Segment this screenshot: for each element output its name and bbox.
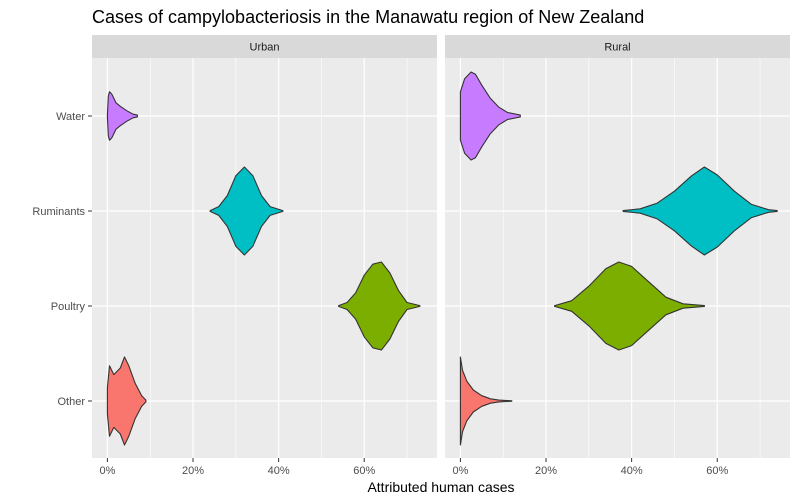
strip-rural-background xyxy=(445,35,790,58)
x-tick-label: 40% xyxy=(268,465,290,477)
violin-urban-poultry xyxy=(338,261,421,351)
panel-urban-violins xyxy=(106,91,421,446)
panel-rural-violins xyxy=(459,71,778,446)
x-axis: 0% 20% 40% 60% 0% 20% 40% 60% xyxy=(99,458,728,477)
y-tick-label: Water xyxy=(56,111,85,123)
panel-rural-background xyxy=(445,58,790,458)
violin-rural-other xyxy=(459,356,513,446)
violin-urban-water xyxy=(106,91,138,141)
x-tick-label: 20% xyxy=(535,465,557,477)
violin-urban-other xyxy=(106,356,147,446)
chart-title: Cases of campylobacteriosis in the Manaw… xyxy=(92,7,644,27)
violin-rural-ruminants xyxy=(622,166,778,256)
y-tick-label: Other xyxy=(57,396,85,408)
y-axis: Water Ruminants Poultry Other xyxy=(32,111,92,408)
x-tick-label: 0% xyxy=(99,465,115,477)
x-tick-label: 40% xyxy=(621,465,643,477)
panel-urban: Urban xyxy=(92,35,437,458)
strip-urban-background xyxy=(92,35,437,58)
panel-urban-grid xyxy=(92,58,437,458)
x-tick-label: 0% xyxy=(452,465,468,477)
panel-rural: Rural xyxy=(445,35,790,458)
x-axis-title: Attributed human cases xyxy=(367,479,514,495)
strip-label-urban: Urban xyxy=(250,42,280,54)
x-tick-label: 20% xyxy=(182,465,204,477)
strip-label-rural: Rural xyxy=(604,42,630,54)
x-tick-label: 60% xyxy=(353,465,375,477)
y-tick-label: Ruminants xyxy=(32,206,85,218)
panel-urban-background xyxy=(92,58,437,458)
y-tick-label: Poultry xyxy=(51,301,86,313)
x-tick-label: 60% xyxy=(706,465,728,477)
violin-urban-ruminants xyxy=(209,166,284,256)
violin-rural-water xyxy=(459,71,521,161)
violin-rural-poultry xyxy=(554,261,705,351)
